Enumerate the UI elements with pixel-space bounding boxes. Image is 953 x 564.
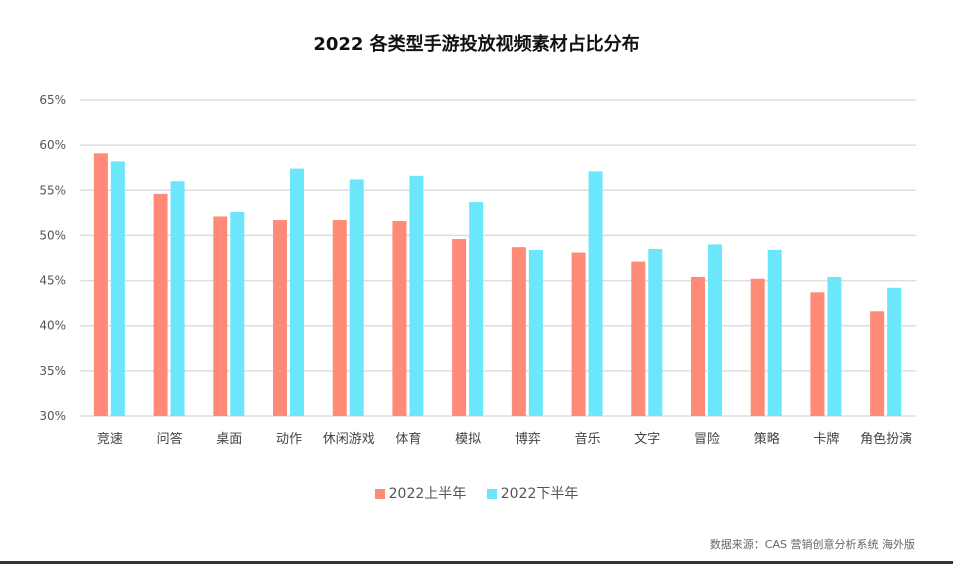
- bar-h2: [409, 175, 424, 416]
- bar-h2: [708, 244, 722, 416]
- x-tick-label: 体育: [395, 431, 421, 447]
- bar-h2: [230, 211, 245, 416]
- x-tick-label: 竞速: [97, 431, 123, 447]
- source-note: 数据来源：CAS 营销创意分析系统 海外版: [709, 538, 915, 551]
- bar-h1: [93, 153, 108, 417]
- bar-h1: [392, 220, 407, 416]
- bar-h2: [469, 202, 484, 416]
- bar-h2: [290, 168, 304, 416]
- legend-item-h1: 2022上半年: [374, 483, 467, 503]
- bar-h2: [528, 249, 543, 416]
- bar-h1: [213, 216, 228, 416]
- bar-h1: [332, 220, 347, 416]
- legend-label: 2022上半年: [388, 486, 467, 502]
- x-tick-label: 策略: [754, 431, 780, 447]
- bar-h2: [827, 276, 842, 416]
- x-tick-label: 冒险: [694, 432, 720, 447]
- legend-label: 2022下半年: [500, 486, 579, 502]
- legend-swatch: [486, 489, 497, 499]
- chart-title: 2022 各类型手游投放视频素材占比分布: [313, 34, 640, 55]
- bar-h2: [887, 287, 902, 416]
- y-tick-label: 40%: [39, 319, 66, 333]
- y-tick-label: 45%: [39, 274, 66, 288]
- bar-h2: [767, 249, 782, 416]
- bar-h1: [691, 276, 705, 416]
- y-tick-label: 60%: [39, 138, 66, 152]
- bar-h1: [571, 252, 586, 416]
- x-tick-label: 文字: [634, 432, 660, 447]
- bar-h1: [810, 292, 825, 416]
- x-tick-label: 模拟: [455, 432, 481, 447]
- x-tick-label: 博弈: [515, 431, 541, 447]
- legend: 2022上半年 2022下半年: [0, 483, 953, 503]
- legend-item-h2: 2022下半年: [486, 483, 579, 503]
- x-tick-label: 休闲游戏: [323, 432, 375, 447]
- x-tick-label: 问答: [157, 431, 183, 447]
- bar-h1: [452, 239, 467, 416]
- divider: [0, 561, 953, 564]
- bar-h2: [110, 161, 125, 416]
- y-tick-label: 35%: [39, 364, 66, 378]
- legend-swatch: [374, 489, 385, 499]
- y-tick-label: 30%: [39, 409, 66, 423]
- bar-h1: [273, 220, 287, 416]
- bar-h1: [750, 278, 765, 416]
- x-tick-label: 音乐: [575, 431, 601, 447]
- bar-h1: [631, 261, 646, 416]
- y-tick-label: 55%: [39, 183, 66, 197]
- bar-h1: [870, 311, 885, 416]
- x-tick-label: 动作: [276, 432, 302, 447]
- bar-h2: [588, 171, 603, 416]
- y-tick-label: 65%: [39, 93, 66, 107]
- bar-h2: [170, 181, 185, 416]
- bar-h2: [648, 248, 663, 416]
- bar-h1: [153, 193, 168, 416]
- bar-h2: [349, 179, 364, 416]
- x-tick-label: 卡牌: [813, 431, 839, 447]
- bar-chart: 30% 35% 40% 45% 50% 55% 60% 65% 竞速 问答 桌面 动作 休闲游戏 体育 模拟…: [39, 93, 916, 447]
- y-tick-label: 50%: [39, 228, 66, 242]
- x-tick-label: 角色扮演: [860, 431, 912, 447]
- bar-h1: [511, 247, 526, 416]
- x-tick-label: 桌面: [216, 432, 242, 447]
